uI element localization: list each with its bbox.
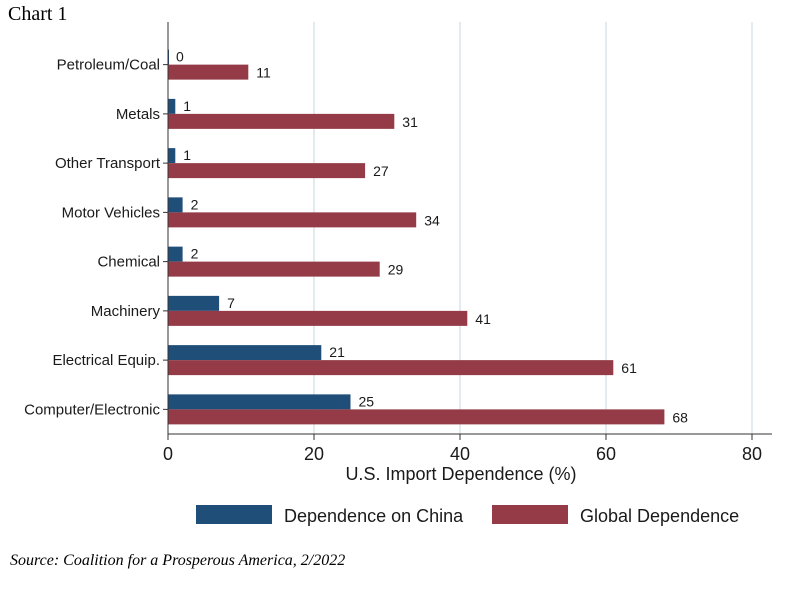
- bar-global: [168, 360, 614, 376]
- data-label-global: 41: [475, 311, 491, 327]
- category-label: Computer/Electronic: [24, 401, 160, 418]
- bar-china: [168, 295, 220, 311]
- category-label: Machinery: [91, 303, 161, 320]
- bar-china: [168, 246, 183, 262]
- category-label: Other Transport: [55, 155, 161, 172]
- x-tick-label: 40: [450, 444, 470, 464]
- data-label-china: 1: [183, 147, 191, 163]
- bar-global: [168, 310, 468, 326]
- bar-global: [168, 261, 380, 277]
- x-tick-label: 20: [304, 444, 324, 464]
- data-label-china: 25: [359, 393, 375, 409]
- data-label-china: 0: [176, 49, 184, 65]
- data-label-global: 11: [256, 65, 271, 81]
- x-axis-title: U.S. Import Dependence (%): [345, 464, 576, 484]
- labels: Petroleum/Coal 0 11 Metals 1 31 Other Transpor…: [24, 49, 688, 426]
- bar-china: [168, 345, 322, 361]
- x-tick-label: 80: [742, 444, 762, 464]
- data-label-china: 1: [183, 98, 191, 114]
- x-tick-label: 60: [596, 444, 616, 464]
- bar-global: [168, 212, 417, 228]
- axes: 0 20 40 60 80: [163, 22, 772, 464]
- category-label: Electrical Equip.: [52, 352, 160, 369]
- source-note: Source: Coalition for a Prosperous Ameri…: [10, 552, 346, 569]
- data-label-global: 31: [402, 114, 418, 130]
- legend-label-china: Dependence on China: [284, 506, 464, 526]
- bar-global: [168, 163, 366, 179]
- bar-global: [168, 409, 665, 425]
- legend-label-global: Global Dependence: [580, 506, 739, 526]
- category-label: Metals: [116, 106, 160, 123]
- data-label-china: 7: [227, 295, 235, 311]
- data-label-global: 61: [621, 360, 637, 376]
- bar-china: [168, 98, 176, 114]
- legend: Dependence on China Global Dependence: [196, 505, 739, 526]
- bar-global: [168, 113, 395, 129]
- data-label-china: 2: [191, 196, 199, 212]
- data-label-global: 29: [388, 262, 404, 278]
- x-tick-label: 0: [163, 444, 173, 464]
- data-label-china: 21: [329, 344, 345, 360]
- data-label-global: 27: [373, 163, 389, 179]
- bar-china: [168, 394, 351, 410]
- bars: [168, 49, 665, 425]
- category-label: Chemical: [97, 254, 160, 271]
- data-label-global: 34: [424, 212, 440, 228]
- data-label-global: 68: [672, 409, 688, 425]
- bar-china: [168, 197, 183, 213]
- bar-china: [168, 148, 176, 164]
- legend-swatch-china: [196, 505, 272, 524]
- bar-global: [168, 64, 249, 80]
- legend-swatch-global: [492, 505, 568, 524]
- chart-label: Chart 1: [8, 3, 68, 25]
- category-label: Petroleum/Coal: [57, 57, 160, 74]
- category-label: Motor Vehicles: [62, 204, 160, 221]
- data-label-china: 2: [191, 246, 199, 262]
